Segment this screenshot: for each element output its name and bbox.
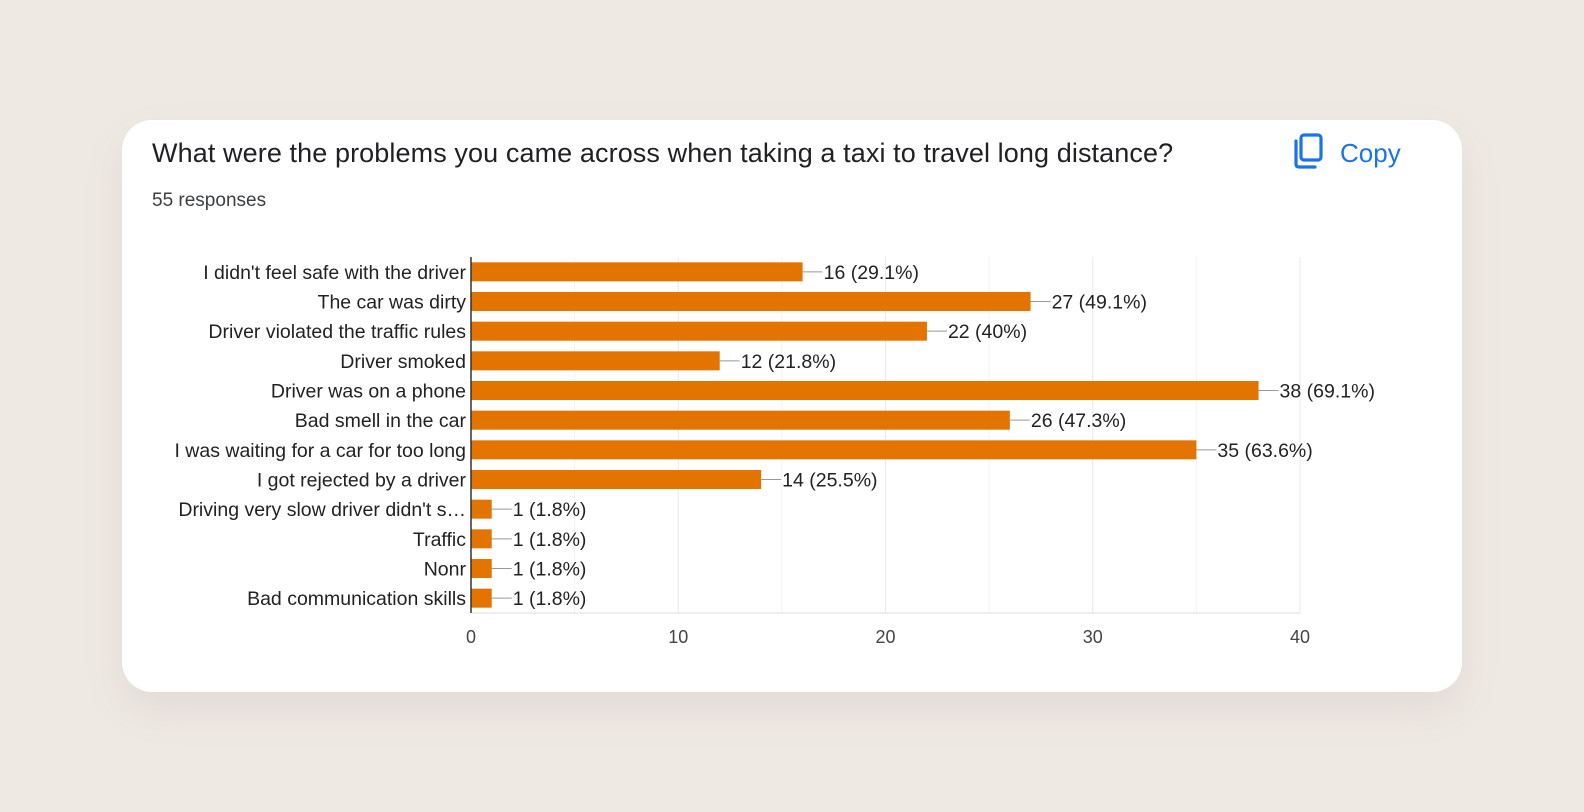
bar bbox=[471, 559, 492, 578]
bar bbox=[471, 321, 927, 341]
category-label: I was waiting for a car for too long bbox=[174, 440, 466, 462]
category-label: Driver was on a phone bbox=[271, 381, 466, 403]
bar bbox=[471, 410, 1010, 430]
data-label: 38 (69.1%) bbox=[1280, 381, 1375, 403]
bar-chart: 0 10 20 30 40 I didn't feel safe with the dri… bbox=[174, 257, 1375, 647]
bar bbox=[471, 381, 1259, 400]
x-tick-label: 20 bbox=[875, 627, 895, 647]
data-label: 27 (49.1%) bbox=[1052, 292, 1147, 314]
copy-icon bbox=[1292, 132, 1326, 175]
data-label: 12 (21.8%) bbox=[741, 351, 836, 373]
data-label: 1 (1.8%) bbox=[513, 559, 587, 581]
bar bbox=[471, 470, 762, 489]
bar bbox=[471, 529, 492, 549]
response-count: 55 responses bbox=[152, 190, 267, 211]
data-label: 1 (1.8%) bbox=[513, 529, 587, 551]
data-label: 1 (1.8%) bbox=[513, 499, 587, 521]
question-summary-card: What were the problems you came across w… bbox=[122, 120, 1462, 692]
x-tick-label: 40 bbox=[1290, 627, 1310, 647]
bar bbox=[471, 440, 1197, 460]
category-label: Driver smoked bbox=[340, 351, 466, 373]
category-label: Bad communication skills bbox=[247, 588, 466, 610]
data-label: 22 (40%) bbox=[948, 321, 1027, 343]
category-label: I didn't feel safe with the driver bbox=[203, 262, 466, 284]
category-label: Nonr bbox=[424, 559, 467, 581]
category-label: I got rejected by a driver bbox=[257, 470, 467, 492]
data-label: 1 (1.8%) bbox=[513, 588, 587, 610]
category-label: Bad smell in the car bbox=[295, 410, 467, 432]
category-label: Driving very slow driver didn't s… bbox=[178, 499, 466, 521]
copy-button[interactable]: Copy bbox=[1282, 128, 1411, 178]
category-label: The car was dirty bbox=[318, 292, 467, 314]
data-label: 26 (47.3%) bbox=[1031, 410, 1126, 432]
bar bbox=[471, 351, 720, 371]
x-tick-label: 0 bbox=[466, 627, 476, 647]
x-tick-label: 30 bbox=[1083, 627, 1103, 647]
x-tick-label: 10 bbox=[668, 627, 688, 647]
data-label: 35 (63.6%) bbox=[1217, 440, 1312, 462]
bar bbox=[471, 292, 1031, 311]
data-label: 16 (29.1%) bbox=[824, 262, 919, 284]
category-label: Traffic bbox=[413, 529, 466, 551]
category-label: Driver violated the traffic rules bbox=[208, 321, 466, 343]
copy-label: Copy bbox=[1340, 137, 1401, 168]
bar bbox=[471, 262, 803, 282]
data-label: 14 (25.5%) bbox=[782, 470, 877, 492]
bar bbox=[471, 499, 492, 519]
question-title: What were the problems you came across w… bbox=[152, 138, 1174, 168]
bar bbox=[471, 588, 492, 608]
